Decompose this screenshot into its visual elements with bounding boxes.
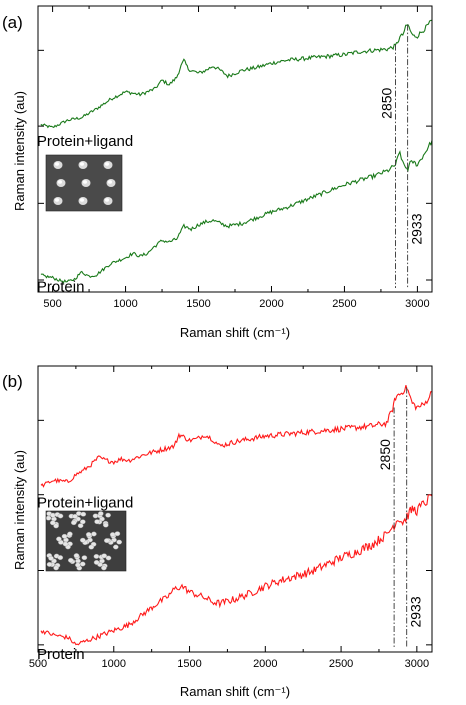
inset-particle — [67, 531, 73, 537]
series-lines — [40, 385, 433, 646]
inset-particle — [80, 537, 86, 543]
x-tick-label: 1500 — [186, 298, 210, 310]
inset-particle — [45, 515, 52, 521]
plot-frame — [37, 5, 433, 293]
inset-border — [45, 154, 123, 212]
inset-particle — [101, 565, 107, 571]
inset-particle — [116, 539, 122, 545]
inset-particle — [61, 533, 68, 539]
sem-inset-image — [45, 510, 127, 572]
inset-particle — [103, 522, 109, 528]
x-tick-label: 2500 — [332, 298, 356, 310]
inset-particle — [72, 514, 78, 519]
reference-line-label: 2933 — [408, 596, 424, 627]
series-lines — [40, 19, 433, 284]
panel-a: (a) Raman intensity (au) Raman shift (cm… — [2, 5, 433, 340]
inset-particle — [71, 520, 77, 526]
inset-dot-highlight — [80, 162, 84, 166]
inset-particle — [75, 562, 81, 568]
reference-lines: 2850 2933 — [379, 24, 425, 288]
inset-particle — [81, 555, 88, 561]
x-tick-label: 3000 — [405, 658, 429, 670]
x-axis-ticks: 500 1000 1500 2000 2500 3000 — [29, 366, 432, 670]
inset-particle — [93, 560, 100, 565]
inset-particle — [77, 523, 84, 529]
inset-particle — [48, 555, 54, 561]
panel-label: (b) — [2, 372, 23, 391]
x-tick-label: 2000 — [253, 658, 277, 670]
inset-particle — [85, 532, 92, 537]
inset-border — [45, 510, 127, 572]
y-axis-label: Raman intensity (au) — [12, 91, 27, 211]
inset-particle — [94, 519, 100, 525]
panel-label: (a) — [2, 13, 23, 32]
inset-particle — [46, 562, 53, 567]
inset-particle — [101, 553, 107, 559]
inset-dot-highlight — [58, 180, 62, 184]
inset-particle — [93, 554, 100, 559]
reference-line-label: 2850 — [377, 439, 393, 470]
inset-particle — [53, 523, 59, 529]
inset-dot-highlight — [55, 162, 59, 166]
series-line-protein-ligand — [40, 385, 433, 488]
sem-inset-image — [45, 154, 123, 212]
reference-line-label: 2850 — [379, 87, 395, 118]
inset-particle — [75, 558, 81, 564]
series-label-protein: Protein — [37, 278, 85, 295]
inset-particle — [91, 531, 97, 537]
inset-dot-highlight — [80, 198, 84, 202]
inset-particle — [109, 532, 116, 537]
inset-dot-highlight — [55, 198, 59, 202]
inset-dot-highlight — [105, 198, 109, 202]
series-label-protein-ligand: Protein+ligand — [37, 495, 133, 512]
series-label-protein-ligand: Protein+ligand — [37, 133, 133, 150]
x-tick-label: 2500 — [329, 658, 353, 670]
x-tick-label: 1000 — [102, 658, 126, 670]
x-tick-label: 3000 — [405, 298, 429, 310]
x-tick-label: 500 — [29, 658, 47, 670]
series-line-protein-ligand — [40, 19, 433, 129]
inset-particle — [56, 536, 62, 542]
inset-particle — [105, 512, 111, 518]
plot-frame — [37, 365, 433, 653]
inset-particle — [80, 511, 87, 517]
inset-dot-highlight — [83, 180, 87, 184]
inset-particle — [57, 513, 64, 519]
panel-b: (b) Raman intensity (au) Raman shift (cm… — [2, 365, 433, 699]
inset-particle — [57, 555, 64, 560]
x-axis-label: Raman shift (cm⁻¹) — [180, 325, 290, 340]
y-axis-label: Raman intensity (au) — [12, 450, 27, 570]
inset-particle — [79, 561, 86, 567]
x-tick-label: 1000 — [113, 298, 137, 310]
inset-dot-highlight — [108, 180, 112, 184]
inset-particle — [98, 511, 104, 516]
inset-particle — [104, 538, 110, 543]
series-label-protein: Protein — [37, 646, 85, 663]
reference-line-label: 2933 — [409, 213, 425, 244]
x-axis-ticks: 500 1000 1500 2000 2500 3000 — [38, 6, 432, 310]
reference-lines: 2850 2933 — [377, 387, 424, 648]
x-tick-label: 500 — [43, 298, 61, 310]
series-line-protein — [40, 494, 433, 646]
inset-particle — [105, 555, 112, 561]
inset-particle — [113, 544, 119, 550]
inset-particle — [68, 557, 74, 563]
inset-particle — [88, 544, 95, 550]
x-axis-label: Raman shift (cm⁻¹) — [180, 684, 290, 699]
x-tick-label: 1500 — [177, 658, 201, 670]
x-tick-label: 2000 — [259, 298, 283, 310]
inset-particle — [53, 565, 59, 571]
inset-dot-highlight — [105, 162, 109, 166]
inset-particle — [50, 520, 56, 526]
inset-particle — [114, 531, 121, 537]
inset-particle — [73, 553, 80, 558]
series-line-protein — [40, 140, 433, 284]
